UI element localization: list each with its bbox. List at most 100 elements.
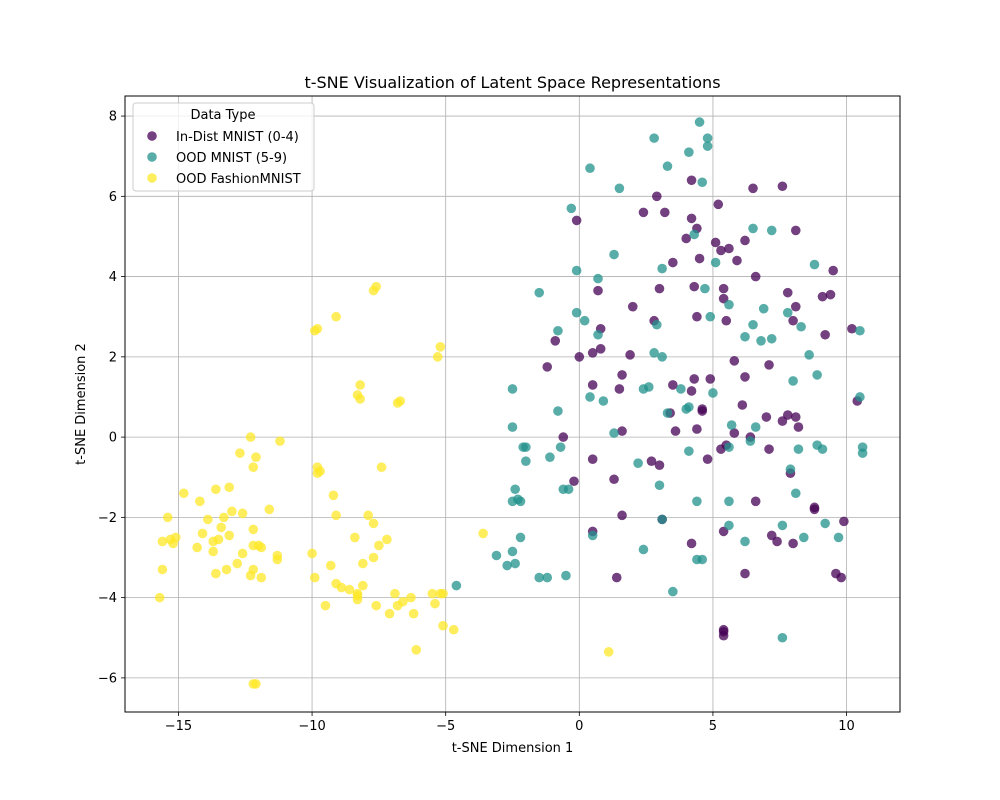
data-point [737,400,748,410]
data-point [828,265,838,276]
data-point [684,147,694,157]
data-point [430,598,440,609]
data-point [553,325,563,336]
data-point [710,257,721,268]
data-point [521,456,531,466]
data-point [178,488,189,499]
data-point [515,496,526,507]
y-axis-label: t-SNE Dimension 2 [74,343,89,465]
data-point [745,436,756,446]
data-point [724,520,734,531]
grid [125,96,900,712]
data-point [724,496,734,507]
data-point [796,321,806,332]
data-point [777,632,788,643]
data-point [855,392,865,402]
data-point [448,624,459,635]
data-point [237,508,248,519]
data-point [507,546,518,557]
data-point [627,301,638,312]
data-point [371,281,382,292]
data-point [561,570,571,581]
data-point [307,548,317,559]
data-point [777,181,788,192]
data-point [251,452,261,462]
data-point [534,287,545,298]
data-point [756,335,766,346]
data-point [649,348,659,358]
data-point [764,444,774,454]
data-point [625,350,635,360]
data-point [507,422,518,432]
data-point [408,608,419,619]
data-point [750,422,761,432]
data-point [724,442,734,452]
data-point [697,177,708,188]
data-point [705,374,716,384]
data-point [331,311,341,322]
data-point [435,342,446,352]
data-point [654,460,665,470]
data-point [697,554,708,565]
legend-marker-ood-fashionmnist [147,173,157,183]
data-point [569,476,579,487]
data-point [248,462,259,473]
x-tick-label: 10 [838,719,855,734]
data-point [611,572,622,583]
data-point [235,448,245,458]
data-point [617,426,627,436]
data-point [245,432,256,442]
data-point [312,468,323,479]
y-tick-label: 8 [109,110,117,125]
data-point [157,564,168,575]
data-point [790,225,801,236]
data-point [216,522,227,533]
data-point [411,644,422,655]
data-point [617,370,627,380]
data-point [256,572,267,583]
data-point [162,512,173,523]
data-point [668,586,678,597]
data-point [609,428,619,438]
data-point [248,679,259,689]
data-point [406,592,416,603]
data-point [534,572,545,583]
data-point [684,402,694,412]
data-point [804,350,814,360]
data-point [331,510,341,521]
data-point [798,532,809,543]
data-point [724,243,734,254]
data-point [542,572,553,583]
data-point [684,446,694,456]
data-point [438,620,448,631]
y-tick-label: −4 [98,591,117,606]
data-point [721,315,732,326]
data-point [221,564,232,575]
data-point [790,412,801,422]
data-point [705,311,716,322]
y-tick-label: 6 [109,190,117,205]
data-point [686,386,697,396]
data-point [740,536,750,547]
data-point [154,592,165,603]
data-point [587,380,598,390]
data-point [384,608,395,619]
data-point [585,163,595,174]
data-point [427,588,438,599]
chart-title: t-SNE Visualization of Latent Space Repr… [304,73,720,92]
data-point [157,536,168,547]
data-point [692,424,702,434]
data-point [689,281,700,292]
data-point [750,271,761,282]
data-point [237,548,248,559]
data-point [726,420,737,430]
data-point [438,588,448,599]
data-point [686,175,697,186]
data-point [558,432,569,442]
data-point [272,554,283,565]
legend-marker-ood-mnist [147,152,157,162]
data-point [309,572,320,583]
data-point [264,504,275,515]
data-point [694,253,705,264]
data-point [587,454,598,464]
